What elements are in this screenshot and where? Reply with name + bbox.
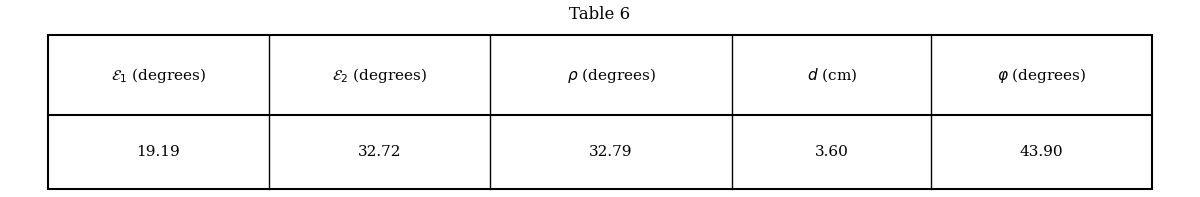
Text: 32.72: 32.72 [358,145,401,159]
Text: $\mathcal{E}_1$ (degrees): $\mathcal{E}_1$ (degrees) [110,66,206,85]
Text: $\mathcal{E}_2$ (degrees): $\mathcal{E}_2$ (degrees) [331,66,427,85]
Bar [48,35,1152,189]
Text: $\rho$ (degrees): $\rho$ (degrees) [566,66,655,85]
Text: 19.19: 19.19 [137,145,180,159]
Text: $d$ (cm): $d$ (cm) [806,67,857,84]
Text: Table 6: Table 6 [570,6,630,23]
Text: 43.90: 43.90 [1020,145,1063,159]
Text: 3.60: 3.60 [815,145,848,159]
Text: 32.79: 32.79 [589,145,632,159]
Text: $\varphi$ (degrees): $\varphi$ (degrees) [997,66,1086,85]
